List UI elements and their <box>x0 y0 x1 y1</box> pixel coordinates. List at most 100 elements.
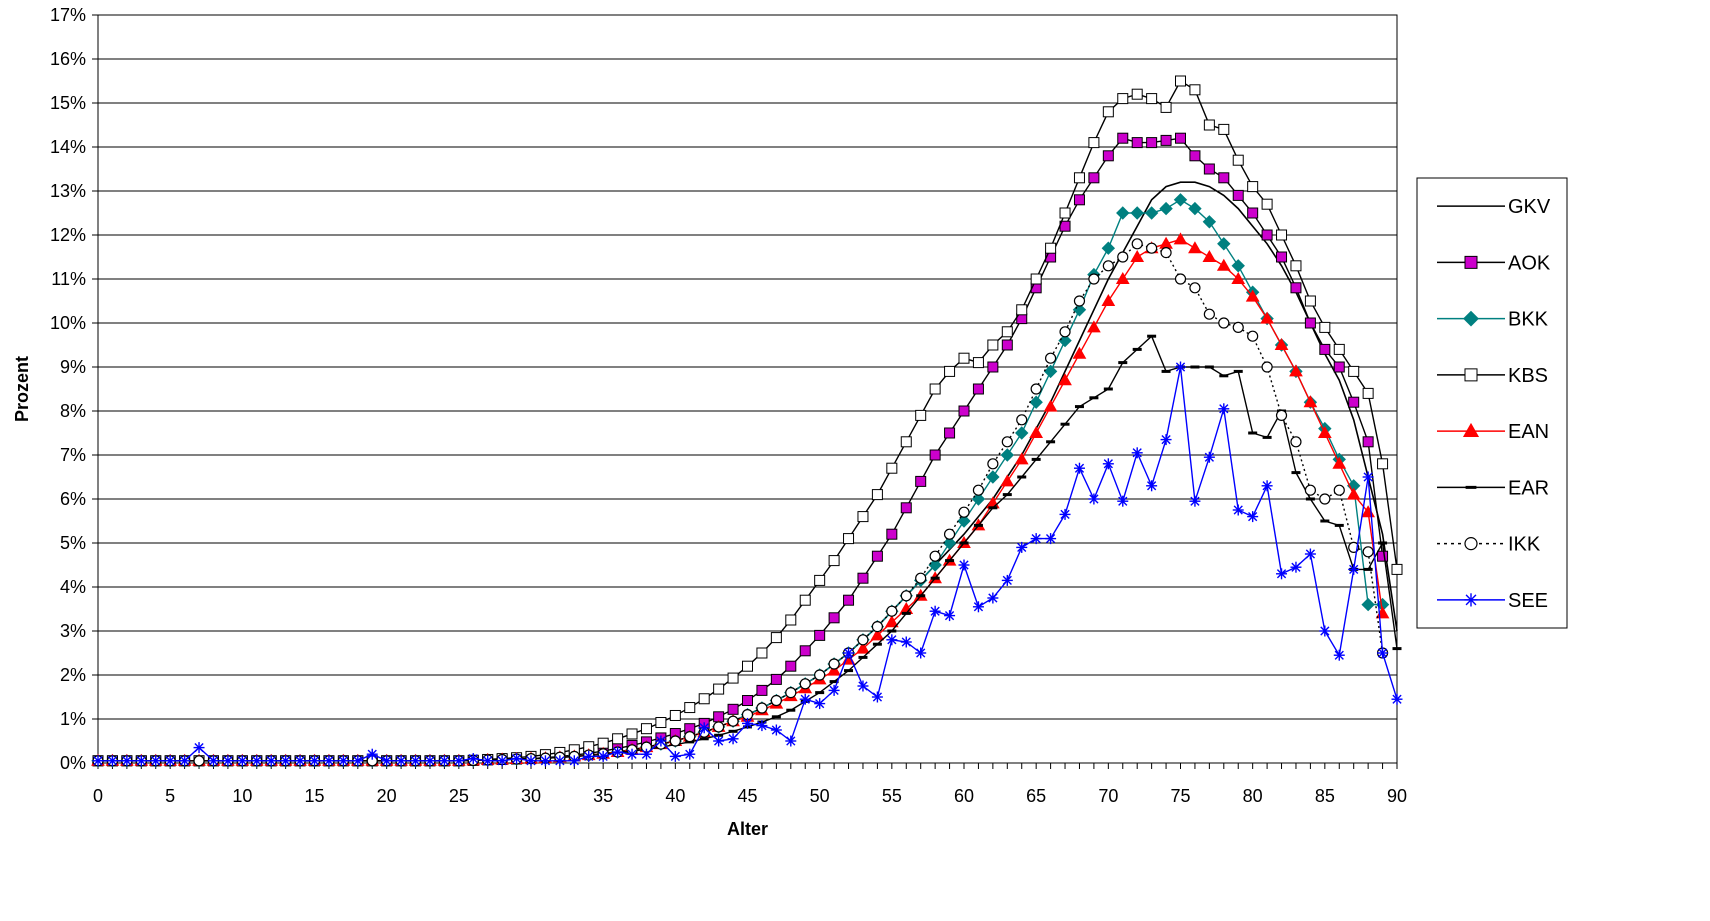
data-point <box>640 748 652 760</box>
legend-label: GKV <box>1508 196 1551 218</box>
series-see <box>92 361 1403 767</box>
data-point <box>1073 172 1085 184</box>
data-point <box>265 755 277 767</box>
data-point <box>871 489 883 501</box>
data-point <box>915 572 927 584</box>
data-point <box>1059 207 1071 219</box>
data-point <box>1088 493 1100 505</box>
data-point <box>1029 425 1044 438</box>
data-point <box>870 628 885 641</box>
data-point <box>1000 474 1015 487</box>
legend-box <box>1416 177 1568 629</box>
data-point <box>944 610 956 622</box>
data-point <box>1216 258 1231 271</box>
data-point <box>756 684 768 696</box>
legend-label: KBS <box>1508 365 1548 387</box>
x-tick-label: 55 <box>882 786 902 806</box>
data-point <box>1304 484 1317 496</box>
data-point <box>1115 271 1130 284</box>
data-point <box>871 691 883 703</box>
y-tick-label: 2% <box>60 665 86 685</box>
data-point <box>727 672 739 684</box>
y-tick-label: 7% <box>60 445 86 465</box>
series-line <box>98 243 1384 762</box>
data-point <box>438 755 450 767</box>
data-point <box>770 632 782 644</box>
data-point <box>352 755 364 767</box>
data-point <box>554 755 566 767</box>
legend-swatch-marker <box>1464 537 1478 551</box>
data-point <box>827 663 841 676</box>
data-point <box>1160 434 1172 446</box>
data-point <box>929 383 941 395</box>
data-point <box>886 634 898 646</box>
data-point <box>1117 132 1129 144</box>
data-point <box>1203 451 1215 463</box>
data-point <box>1317 425 1332 438</box>
y-tick-label: 8% <box>60 401 86 421</box>
data-point <box>785 735 797 747</box>
data-point <box>1348 365 1360 377</box>
data-point <box>164 755 176 767</box>
data-point <box>799 693 811 705</box>
y-tick-label: 5% <box>60 533 86 553</box>
data-point <box>684 702 696 714</box>
x-axis: 0 5 10 15 20 25 30 35 40 45 50 55 60 65 70 75 80 85 90 <box>93 763 1407 806</box>
data-point <box>1362 436 1374 448</box>
data-point <box>900 502 912 514</box>
data-point <box>1015 426 1029 440</box>
data-point <box>669 709 681 721</box>
legend-label: EAN <box>1508 421 1549 443</box>
data-point <box>1160 134 1172 146</box>
y-axis: 0% 1% 2% 3% 4% 5% 6% 7% 8% 9% 10% 11% 12% 13% 14% 15% 16… <box>50 5 98 773</box>
data-point <box>1377 550 1389 562</box>
legend-item: EAR <box>1437 477 1549 499</box>
data-point <box>525 755 537 767</box>
y-tick-label: 6% <box>60 489 86 509</box>
data-point <box>1361 597 1375 612</box>
data-point <box>1218 403 1230 415</box>
data-point <box>92 755 104 767</box>
data-point <box>1030 533 1042 545</box>
y-tick-label: 3% <box>60 621 86 641</box>
x-tick-label: 35 <box>593 786 613 806</box>
data-point <box>1391 563 1403 575</box>
data-point <box>871 550 883 562</box>
data-point <box>1290 436 1302 448</box>
data-point <box>655 735 667 747</box>
data-point <box>1189 495 1201 507</box>
legend-swatch-marker <box>1463 310 1479 327</box>
data-point <box>770 724 782 736</box>
data-point <box>727 715 739 727</box>
data-point <box>1101 293 1116 306</box>
data-point <box>337 755 349 767</box>
x-tick-label: 20 <box>377 786 397 806</box>
legend-item: EAN <box>1437 421 1549 443</box>
data-point <box>698 722 710 734</box>
data-point <box>1131 88 1143 100</box>
data-point <box>612 733 624 745</box>
data-point <box>1189 84 1201 96</box>
legend-label: EAR <box>1508 477 1549 499</box>
data-point <box>900 436 912 448</box>
legend-item: BKK <box>1437 309 1549 331</box>
data-point <box>1016 304 1028 316</box>
data-point <box>1146 93 1158 105</box>
data-point <box>1348 396 1360 408</box>
data-point <box>1232 321 1244 333</box>
data-point <box>294 755 306 767</box>
legend-label: BKK <box>1508 309 1549 331</box>
data-point <box>1276 568 1288 580</box>
data-point <box>944 365 956 377</box>
data-point <box>1261 361 1273 373</box>
legend-item: AOK <box>1437 252 1551 274</box>
y-tick-label: 15% <box>50 93 86 113</box>
x-tick-label: 25 <box>449 786 469 806</box>
data-point <box>1175 132 1186 144</box>
data-point <box>1030 383 1042 395</box>
data-point <box>1289 364 1303 377</box>
data-point <box>106 755 118 767</box>
data-point <box>857 634 869 646</box>
data-point <box>496 755 508 767</box>
data-point <box>453 755 465 767</box>
